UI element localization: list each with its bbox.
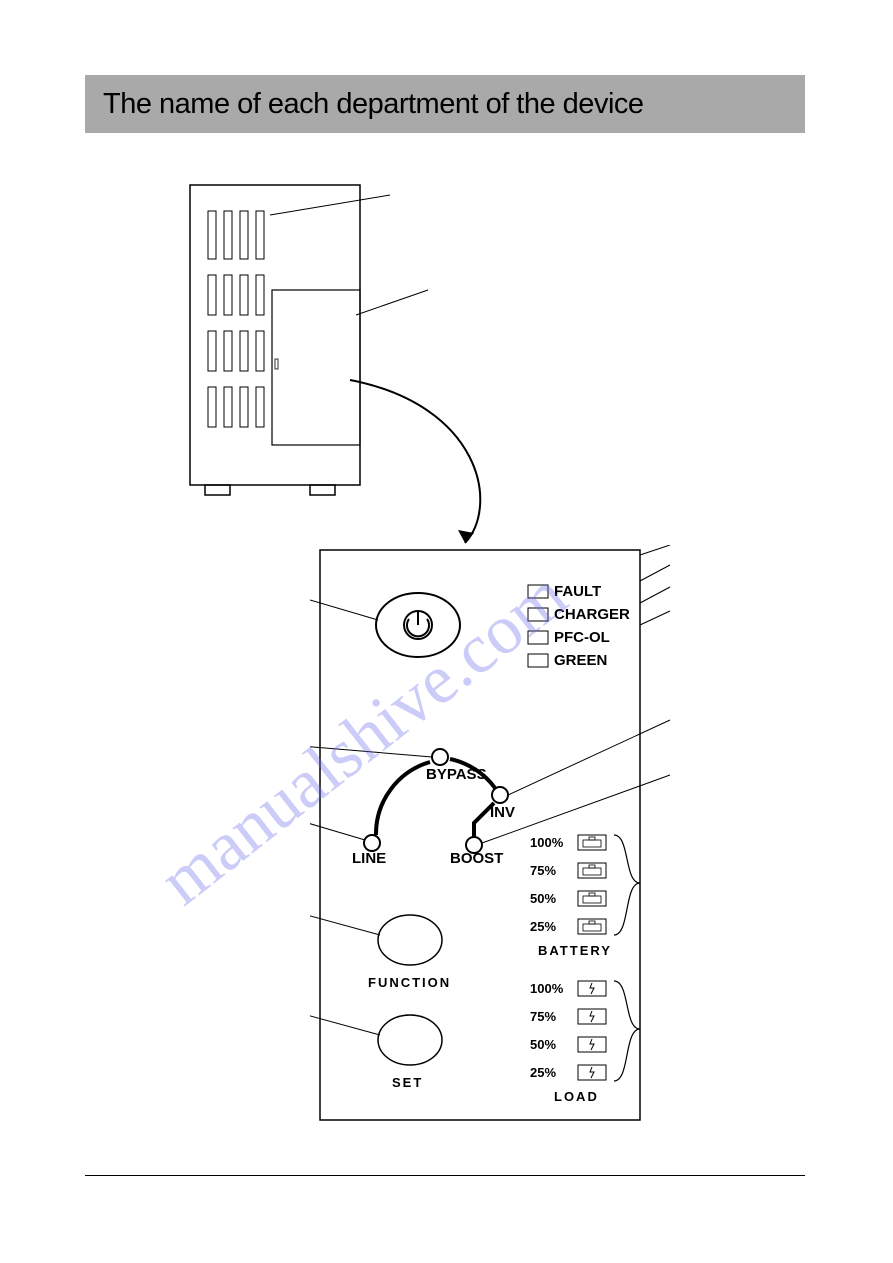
status-pfcol: PFC-OL: [554, 629, 610, 646]
footer-rule: [85, 1175, 805, 1176]
device-drawing: [180, 175, 580, 575]
flow-bypass-label: BYPASS: [426, 766, 487, 783]
load-75: 75%: [530, 1009, 556, 1024]
flow-boost-label: BOOST: [450, 850, 503, 867]
status-charger: CHARGER: [554, 606, 630, 623]
load-50: 50%: [530, 1037, 556, 1052]
set-button-label: SET: [392, 1075, 423, 1090]
battery-50: 50%: [530, 891, 556, 906]
battery-75: 75%: [530, 863, 556, 878]
battery-label: BATTERY: [538, 943, 612, 958]
load-25: 25%: [530, 1065, 556, 1080]
battery-100: 100%: [530, 835, 564, 850]
load-100: 100%: [530, 981, 564, 996]
function-button-label: FUNCTION: [368, 975, 451, 990]
flow-inv-label: INV: [490, 804, 515, 821]
title-bar: The name of each department of the devic…: [85, 75, 805, 133]
flow-line-label: LINE: [352, 850, 386, 867]
status-green: GREEN: [554, 652, 607, 669]
page-title: The name of each department of the devic…: [103, 88, 644, 121]
control-panel-drawing: FAULT CHARGER PFC-OL GREEN LINE BYPASS I…: [310, 545, 810, 1165]
battery-25: 25%: [530, 919, 556, 934]
status-fault: FAULT: [554, 583, 601, 600]
load-label: LOAD: [554, 1089, 599, 1104]
